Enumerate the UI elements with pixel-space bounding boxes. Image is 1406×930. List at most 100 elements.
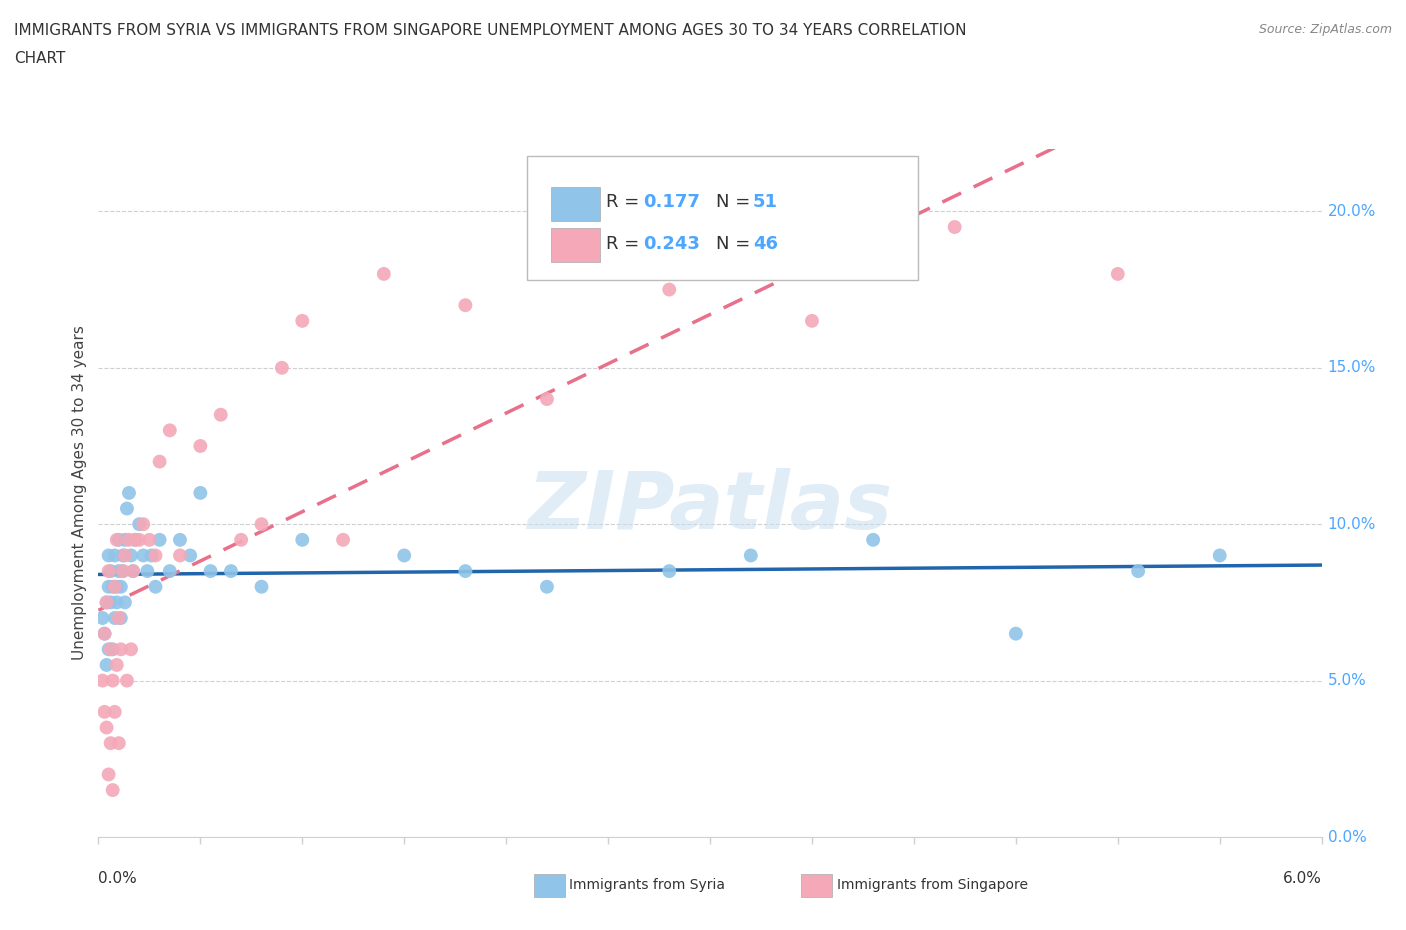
Text: 46: 46 — [752, 234, 778, 253]
Point — [373, 267, 395, 282]
Point — [105, 532, 128, 547]
Point — [100, 736, 122, 751]
Point — [801, 313, 824, 328]
Text: Source: ZipAtlas.com: Source: ZipAtlas.com — [1258, 23, 1392, 36]
Text: Immigrants from Syria: Immigrants from Syria — [569, 878, 725, 893]
Point — [97, 564, 120, 578]
Point — [120, 548, 142, 563]
Point — [200, 564, 222, 578]
Point — [100, 595, 122, 610]
Text: 0.0%: 0.0% — [98, 871, 138, 886]
Text: 0.0%: 0.0% — [1327, 830, 1367, 844]
Point — [124, 532, 146, 547]
Point — [1107, 267, 1129, 282]
Point — [149, 454, 172, 469]
Point — [110, 611, 132, 626]
Point — [111, 548, 134, 563]
Point — [108, 736, 131, 751]
Text: 15.0%: 15.0% — [1327, 360, 1376, 376]
Text: IMMIGRANTS FROM SYRIA VS IMMIGRANTS FROM SINGAPORE UNEMPLOYMENT AMONG AGES 30 TO: IMMIGRANTS FROM SYRIA VS IMMIGRANTS FROM… — [14, 23, 966, 38]
Point — [101, 783, 124, 798]
Point — [188, 485, 211, 500]
Point — [169, 532, 191, 547]
Text: R =: R = — [606, 234, 645, 253]
Point — [229, 532, 253, 547]
Point — [536, 392, 558, 406]
Text: ZIPatlas: ZIPatlas — [527, 468, 893, 546]
Point — [179, 548, 201, 563]
Point — [97, 548, 120, 563]
Point — [91, 673, 114, 688]
Point — [93, 626, 115, 641]
Point — [97, 579, 120, 594]
Point — [101, 579, 124, 594]
Point — [96, 595, 118, 610]
Point — [96, 658, 118, 672]
Point — [96, 720, 118, 735]
Text: 51: 51 — [752, 193, 778, 211]
Text: 10.0%: 10.0% — [1327, 517, 1376, 532]
Point — [145, 579, 167, 594]
Point — [120, 642, 142, 657]
Point — [536, 579, 558, 594]
Point — [104, 579, 127, 594]
Point — [658, 564, 681, 578]
Point — [862, 532, 884, 547]
Point — [93, 704, 115, 719]
Point — [101, 673, 124, 688]
Point — [209, 407, 232, 422]
Point — [392, 548, 416, 563]
Text: 5.0%: 5.0% — [1327, 673, 1367, 688]
Point — [250, 517, 273, 532]
Point — [658, 282, 681, 297]
Y-axis label: Unemployment Among Ages 30 to 34 years: Unemployment Among Ages 30 to 34 years — [72, 326, 87, 660]
Point — [104, 611, 127, 626]
Text: N =: N = — [716, 193, 756, 211]
Point — [136, 564, 159, 578]
Point — [100, 564, 122, 578]
Point — [111, 564, 134, 578]
Point — [1004, 626, 1026, 641]
Point — [1126, 564, 1149, 578]
Point — [101, 642, 124, 657]
Text: R =: R = — [606, 193, 645, 211]
Point — [138, 532, 160, 547]
Point — [159, 423, 181, 438]
Point — [1208, 548, 1230, 563]
Point — [124, 532, 146, 547]
FancyBboxPatch shape — [551, 228, 600, 262]
Point — [291, 313, 314, 328]
Point — [110, 579, 132, 594]
Point — [128, 517, 150, 532]
Point — [454, 564, 477, 578]
Point — [105, 595, 128, 610]
Text: N =: N = — [716, 234, 756, 253]
FancyBboxPatch shape — [551, 187, 600, 221]
Point — [108, 532, 131, 547]
Point — [100, 642, 122, 657]
Point — [97, 767, 120, 782]
Point — [454, 298, 477, 312]
Text: CHART: CHART — [14, 51, 66, 66]
Text: 6.0%: 6.0% — [1282, 871, 1322, 886]
Point — [219, 564, 242, 578]
Point — [91, 611, 114, 626]
Point — [149, 532, 172, 547]
Text: 0.243: 0.243 — [643, 234, 700, 253]
Point — [96, 595, 118, 610]
Point — [114, 595, 136, 610]
Point — [97, 642, 120, 657]
Point — [159, 564, 181, 578]
Point — [122, 564, 145, 578]
Text: 20.0%: 20.0% — [1327, 204, 1376, 219]
Point — [115, 673, 138, 688]
Point — [115, 501, 138, 516]
Point — [943, 219, 966, 234]
Point — [188, 439, 211, 454]
Point — [132, 548, 155, 563]
Point — [104, 548, 127, 563]
Point — [250, 579, 273, 594]
Point — [291, 532, 314, 547]
Point — [169, 548, 191, 563]
Point — [118, 532, 141, 547]
